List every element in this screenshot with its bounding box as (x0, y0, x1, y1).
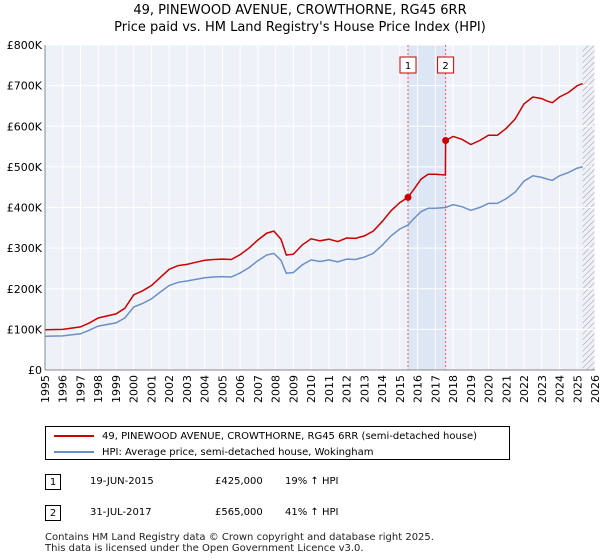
x-tick-label: 2026 (589, 375, 600, 403)
transaction-label-box (437, 56, 455, 74)
legend-item-hpi: HPI: Average price, semi-detached house,… (54, 445, 373, 459)
x-tick-label: 1997 (74, 375, 87, 403)
legend-label-property: 49, PINEWOOD AVENUE, CROWTHORNE, RG45 6R… (102, 430, 478, 442)
y-tick-label: £400K (7, 202, 43, 215)
transaction-label: 1 (405, 61, 411, 72)
y-tick-label: £200K (7, 283, 43, 296)
transaction-hpi: 41% ↑ HPI (285, 507, 339, 518)
x-tick-label: 2018 (447, 375, 460, 403)
transaction-marker-2: 2 (45, 505, 61, 521)
legend-swatch-property (54, 435, 94, 437)
transaction-point (404, 193, 412, 201)
y-tick-label: £800K (7, 39, 43, 52)
y-tick-label: £300K (7, 242, 43, 255)
transaction-price: £565,000 (215, 507, 263, 518)
x-tick-label: 1995 (39, 375, 52, 403)
x-tick-label: 2024 (554, 375, 567, 403)
x-tick-label: 2016 (412, 375, 425, 403)
x-tick-label: 2015 (394, 375, 407, 403)
x-tick-label: 2004 (199, 375, 212, 403)
transaction-label: 2 (442, 61, 448, 72)
x-tick-label: 2012 (341, 375, 354, 403)
legend-item-property: 49, PINEWOOD AVENUE, CROWTHORNE, RG45 6R… (54, 429, 477, 443)
x-tick-label: 2006 (234, 375, 247, 403)
y-tick-label: £600K (7, 120, 43, 133)
chart-title: 49, PINEWOOD AVENUE, CROWTHORNE, RG45 6R… (133, 3, 467, 18)
x-tick-label: 2019 (465, 375, 478, 403)
x-tick-label: 2009 (287, 375, 300, 403)
transaction-hpi: 19% ↑ HPI (285, 476, 339, 487)
x-tick-label: 2001 (145, 375, 158, 403)
x-tick-label: 2023 (536, 375, 549, 403)
x-tick-label: 2013 (358, 375, 371, 403)
transaction-marker-1: 1 (45, 474, 61, 490)
x-tick-label: 2021 (500, 375, 513, 403)
x-tick-label: 2002 (163, 375, 176, 403)
transaction-row-1: 1 19-JUN-2015 £425,000 19% ↑ HPI (45, 474, 445, 492)
x-tick-label: 2003 (181, 375, 194, 403)
y-tick-label: £100K (7, 323, 43, 336)
transaction-date: 31-JUL-2017 (90, 507, 152, 518)
x-tick-label: 1999 (110, 375, 123, 403)
transaction-label-box (399, 56, 417, 74)
price-chart: £0 £100K £200K £300K £400K £500K £600K £700K £80… (7, 39, 600, 403)
x-tick-label: 1998 (92, 375, 105, 403)
x-tick-label: 2022 (518, 375, 531, 403)
transaction-date: 19-JUN-2015 (90, 476, 154, 487)
property-series-line (44, 82, 583, 331)
hpi-series-line (44, 166, 583, 338)
x-tick-label: 2000 (128, 375, 141, 403)
y-tick-label: £0 (28, 364, 42, 377)
transaction-price: £425,000 (215, 476, 263, 487)
x-tick-label: 2020 (483, 375, 496, 403)
y-tick-label: £700K (7, 80, 43, 93)
x-tick-label: 2017 (429, 375, 442, 403)
chart-legend: 49, PINEWOOD AVENUE, CROWTHORNE, RG45 6R… (45, 426, 510, 460)
x-tick-label: 2011 (323, 375, 336, 403)
x-tick-label: 2007 (252, 375, 265, 403)
transaction-row-2: 2 31-JUL-2017 £565,000 41% ↑ HPI (45, 505, 445, 523)
x-tick-label: 2014 (376, 375, 389, 403)
y-tick-label: £500K (7, 161, 43, 174)
x-tick-label: 2008 (270, 375, 283, 403)
footer-copyright: Contains HM Land Registry data © Crown c… (45, 532, 434, 543)
x-tick-label: 2010 (305, 375, 318, 403)
chart-subtitle: Price paid vs. HM Land Registry's House … (114, 20, 486, 35)
legend-swatch-hpi (54, 451, 94, 453)
transaction-point (442, 136, 450, 144)
footer-licence: This data is licensed under the Open Gov… (45, 543, 364, 554)
x-tick-label: 2025 (571, 375, 584, 403)
x-tick-label: 2005 (216, 375, 229, 403)
legend-label-hpi: HPI: Average price, semi-detached house,… (102, 446, 374, 458)
x-tick-label: 1996 (57, 375, 70, 403)
